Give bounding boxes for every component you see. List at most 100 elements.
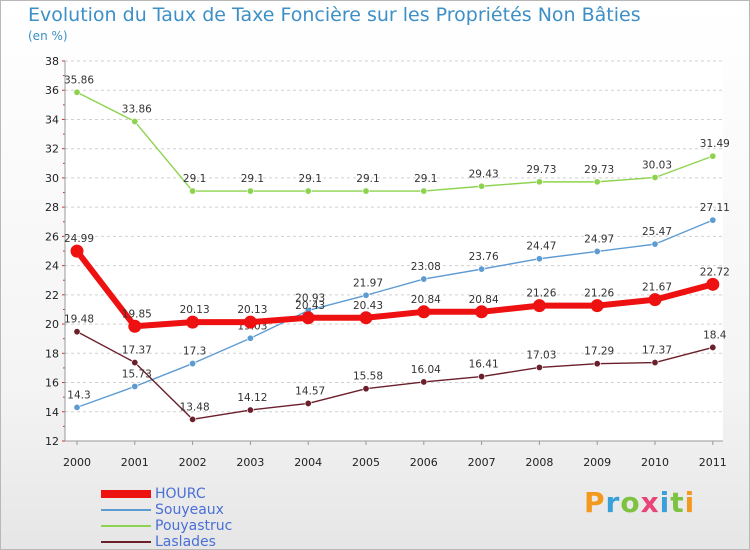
data-label: 29.73 — [584, 164, 614, 176]
data-label: 24.97 — [584, 233, 614, 245]
data-label: 27.11 — [700, 202, 730, 214]
data-point — [189, 187, 197, 195]
logo-letter: i — [659, 486, 671, 519]
data-label: 29.1 — [414, 173, 437, 185]
legend-label: Pouyastruc — [155, 518, 233, 534]
data-label: 16.41 — [469, 359, 499, 371]
data-label: 21.26 — [526, 288, 556, 300]
legend-swatch — [101, 509, 151, 511]
data-label: 19.85 — [122, 308, 152, 320]
legend-label: Souyeaux — [155, 502, 224, 518]
data-point — [362, 385, 370, 393]
chart-title: Evolution du Taux de Taxe Foncière sur l… — [28, 4, 641, 26]
legend-label: Laslades — [155, 534, 216, 550]
data-label: 17.37 — [642, 345, 672, 357]
data-label: 29.1 — [183, 173, 206, 185]
y-tick-label: 34 — [45, 113, 59, 126]
data-point — [359, 311, 373, 325]
data-point — [73, 88, 81, 96]
data-point — [648, 293, 662, 307]
legend-swatch — [101, 541, 151, 543]
data-point — [420, 378, 428, 386]
data-label: 18.4 — [703, 329, 727, 341]
legend-label: HOURC — [155, 486, 206, 502]
series-line-hourc — [74, 248, 716, 330]
data-label: 29.73 — [526, 164, 556, 176]
data-label: 29.1 — [356, 173, 379, 185]
data-point — [131, 382, 139, 390]
legend-swatch — [101, 525, 151, 527]
data-point — [304, 399, 312, 407]
legend: HOURC Souyeaux Pouyastruc Laslades — [101, 486, 321, 550]
data-point — [651, 359, 659, 367]
data-point — [70, 244, 84, 258]
data-point — [593, 360, 601, 368]
y-tick-label: 18 — [45, 347, 59, 360]
data-point — [243, 315, 257, 329]
data-point — [593, 178, 601, 186]
data-point — [709, 152, 717, 160]
y-tick-label: 26 — [45, 230, 59, 243]
data-label: 21.97 — [353, 277, 383, 289]
data-label: 17.29 — [584, 346, 614, 358]
data-point — [73, 328, 81, 336]
data-label: 20.13 — [180, 304, 210, 316]
series-line-laslades — [76, 330, 714, 421]
data-label: 13.48 — [180, 401, 210, 413]
data-label: 29.1 — [241, 173, 264, 185]
data-label: 20.84 — [411, 294, 441, 306]
data-label: 14.57 — [295, 385, 325, 397]
data-point — [301, 311, 315, 325]
data-point — [478, 265, 486, 273]
data-point — [131, 359, 139, 367]
data-point — [420, 275, 428, 283]
x-tick-label: 2000 — [63, 456, 91, 469]
y-tick-label: 20 — [45, 318, 59, 331]
y-tick-label: 14 — [45, 406, 59, 419]
y-tick-label: 16 — [45, 377, 59, 390]
series-line-souyeaux — [76, 219, 714, 409]
data-label: 21.67 — [642, 282, 672, 294]
data-point — [651, 173, 659, 181]
data-label: 20.93 — [295, 292, 325, 304]
data-point — [535, 178, 543, 186]
data-point — [189, 415, 197, 423]
y-tick-label: 32 — [45, 143, 59, 156]
data-label: 15.58 — [353, 371, 383, 383]
logo-letter: t — [670, 486, 685, 519]
data-label: 29.43 — [469, 168, 499, 180]
data-point — [651, 240, 659, 248]
x-tick-label: 2006 — [410, 456, 438, 469]
logo-letter: x — [640, 486, 660, 519]
x-tick-label: 2001 — [121, 456, 149, 469]
y-tick-label: 36 — [45, 84, 59, 97]
y-tick-label: 24 — [45, 260, 59, 273]
data-point — [189, 360, 197, 368]
data-point — [478, 182, 486, 190]
data-point — [186, 315, 200, 329]
data-label: 17.03 — [526, 349, 556, 361]
y-tick-label: 22 — [45, 289, 59, 302]
data-label: 23.08 — [411, 261, 441, 273]
proxiti-logo: Proxiti — [584, 486, 695, 519]
data-label: 23.76 — [469, 251, 499, 263]
x-tick-label: 2010 — [641, 456, 669, 469]
legend-item: Pouyastruc — [101, 518, 321, 534]
data-point — [478, 373, 486, 381]
data-label: 24.47 — [526, 241, 556, 253]
legend-swatch — [101, 490, 151, 498]
data-label: 21.26 — [584, 288, 614, 300]
logo-letter: P — [584, 486, 606, 519]
x-tick-label: 2011 — [699, 456, 727, 469]
data-point — [417, 305, 431, 319]
y-tick-label: 12 — [45, 435, 59, 448]
data-point — [593, 247, 601, 255]
logo-letter: o — [620, 486, 641, 519]
x-tick-label: 2004 — [294, 456, 322, 469]
x-tick-label: 2003 — [236, 456, 264, 469]
data-point — [709, 216, 717, 224]
data-label: 31.49 — [700, 138, 730, 150]
y-tick-label: 28 — [45, 201, 59, 214]
logo-letter: i — [684, 486, 696, 519]
data-label: 25.47 — [642, 226, 672, 238]
